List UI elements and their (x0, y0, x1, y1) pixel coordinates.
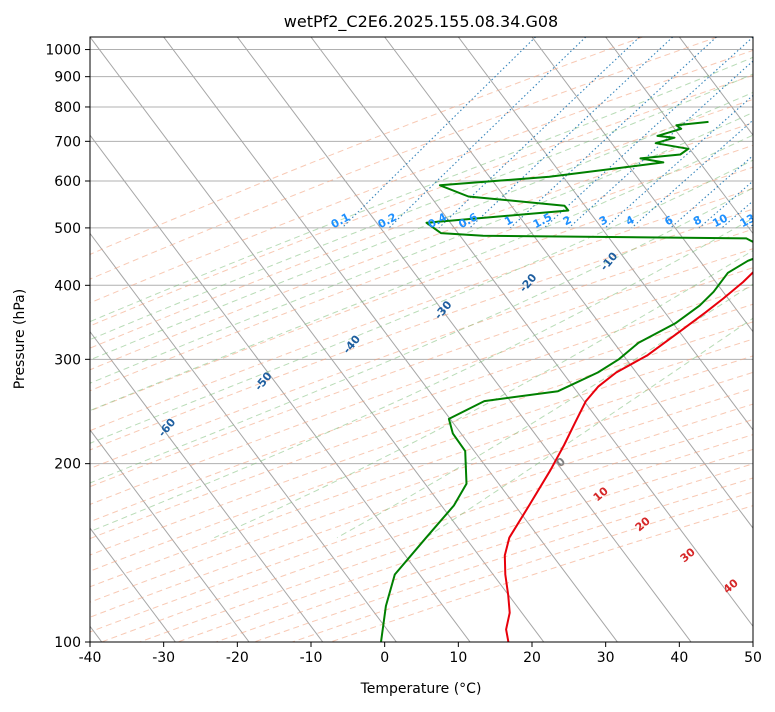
x-tick-label: -40 (79, 650, 102, 666)
y-axis-label: Pressure (hPa) (12, 289, 28, 389)
y-tick-label: 100 (54, 635, 81, 651)
x-tick-label: 40 (670, 650, 688, 666)
x-tick-label: -20 (226, 650, 249, 666)
y-tick-label: 900 (54, 70, 81, 86)
chart-title: wetPf2_C2E6.2025.155.08.34.G08 (284, 12, 558, 32)
x-tick-label: 20 (523, 650, 541, 666)
x-tick-label: 50 (744, 650, 762, 666)
y-tick-label: 1000 (45, 43, 81, 59)
y-tick-label: 800 (54, 100, 81, 116)
y-tick-label: 700 (54, 134, 81, 150)
x-tick-label: 0 (380, 650, 389, 666)
x-tick-label: 10 (449, 650, 467, 666)
x-tick-label: -10 (300, 650, 323, 666)
y-tick-label: 600 (54, 174, 81, 190)
y-tick-label: 500 (54, 221, 81, 237)
y-tick-label: 200 (54, 457, 81, 473)
y-tick-label: 400 (54, 278, 81, 294)
x-tick-label: 30 (597, 650, 615, 666)
y-tick-label: 300 (54, 352, 81, 368)
x-tick-label: -30 (152, 650, 175, 666)
x-axis-label: Temperature (°C) (360, 681, 482, 697)
